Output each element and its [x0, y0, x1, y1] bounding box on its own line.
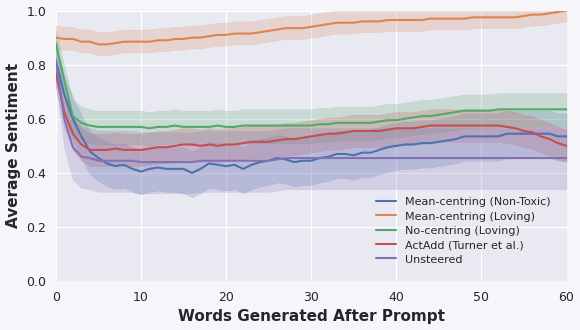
- Unsteered: [180, 160, 187, 164]
- Line: No-centring (Loving): No-centring (Loving): [56, 43, 567, 128]
- No-centring (Loving): [334, 121, 340, 125]
- ActAdd (Turner et al.): [334, 132, 340, 136]
- Legend: Mean-centring (Non-Toxic), Mean-centring (Loving), No-centring (Loving), ActAdd : Mean-centring (Non-Toxic), Mean-centring…: [370, 191, 556, 270]
- Unsteered: [240, 159, 246, 163]
- Mean-centring (Loving): [334, 21, 340, 25]
- Mean-centring (Loving): [163, 38, 170, 42]
- Unsteered: [563, 156, 570, 160]
- Mean-centring (Loving): [52, 36, 59, 40]
- Line: ActAdd (Turner et al.): ActAdd (Turner et al.): [56, 73, 567, 150]
- ActAdd (Turner et al.): [367, 129, 374, 133]
- Unsteered: [163, 160, 170, 164]
- Unsteered: [137, 160, 144, 164]
- ActAdd (Turner et al.): [52, 71, 59, 75]
- Mean-centring (Non-Toxic): [503, 132, 510, 136]
- No-centring (Loving): [146, 126, 153, 130]
- Mean-centring (Non-Toxic): [240, 167, 246, 171]
- Mean-centring (Non-Toxic): [154, 166, 161, 170]
- Mean-centring (Loving): [240, 32, 246, 36]
- ActAdd (Turner et al.): [563, 144, 570, 148]
- Mean-centring (Non-Toxic): [334, 152, 340, 156]
- Mean-centring (Loving): [367, 19, 374, 23]
- Line: Mean-centring (Non-Toxic): Mean-centring (Non-Toxic): [56, 61, 567, 173]
- Mean-centring (Non-Toxic): [563, 134, 570, 138]
- Unsteered: [52, 59, 59, 63]
- Mean-centring (Loving): [503, 15, 510, 19]
- No-centring (Loving): [52, 41, 59, 45]
- Unsteered: [367, 156, 374, 160]
- Mean-centring (Non-Toxic): [367, 151, 374, 155]
- Unsteered: [334, 156, 340, 160]
- Mean-centring (Loving): [180, 37, 187, 41]
- ActAdd (Turner et al.): [503, 125, 510, 129]
- Mean-centring (Non-Toxic): [52, 59, 59, 63]
- No-centring (Loving): [163, 125, 170, 129]
- X-axis label: Words Generated After Prompt: Words Generated After Prompt: [177, 310, 445, 324]
- Mean-centring (Non-Toxic): [188, 171, 195, 175]
- Line: Unsteered: Unsteered: [56, 61, 567, 162]
- Unsteered: [503, 156, 510, 160]
- Line: Mean-centring (Loving): Mean-centring (Loving): [56, 11, 567, 44]
- Y-axis label: Average Sentiment: Average Sentiment: [6, 63, 20, 228]
- ActAdd (Turner et al.): [240, 141, 246, 145]
- No-centring (Loving): [240, 124, 246, 128]
- No-centring (Loving): [503, 107, 510, 111]
- ActAdd (Turner et al.): [86, 148, 93, 152]
- Mean-centring (Non-Toxic): [172, 167, 179, 171]
- ActAdd (Turner et al.): [180, 143, 187, 147]
- Mean-centring (Loving): [563, 9, 570, 13]
- No-centring (Loving): [563, 107, 570, 111]
- No-centring (Loving): [180, 125, 187, 129]
- No-centring (Loving): [367, 121, 374, 125]
- ActAdd (Turner et al.): [163, 145, 170, 149]
- Mean-centring (Loving): [95, 42, 102, 46]
